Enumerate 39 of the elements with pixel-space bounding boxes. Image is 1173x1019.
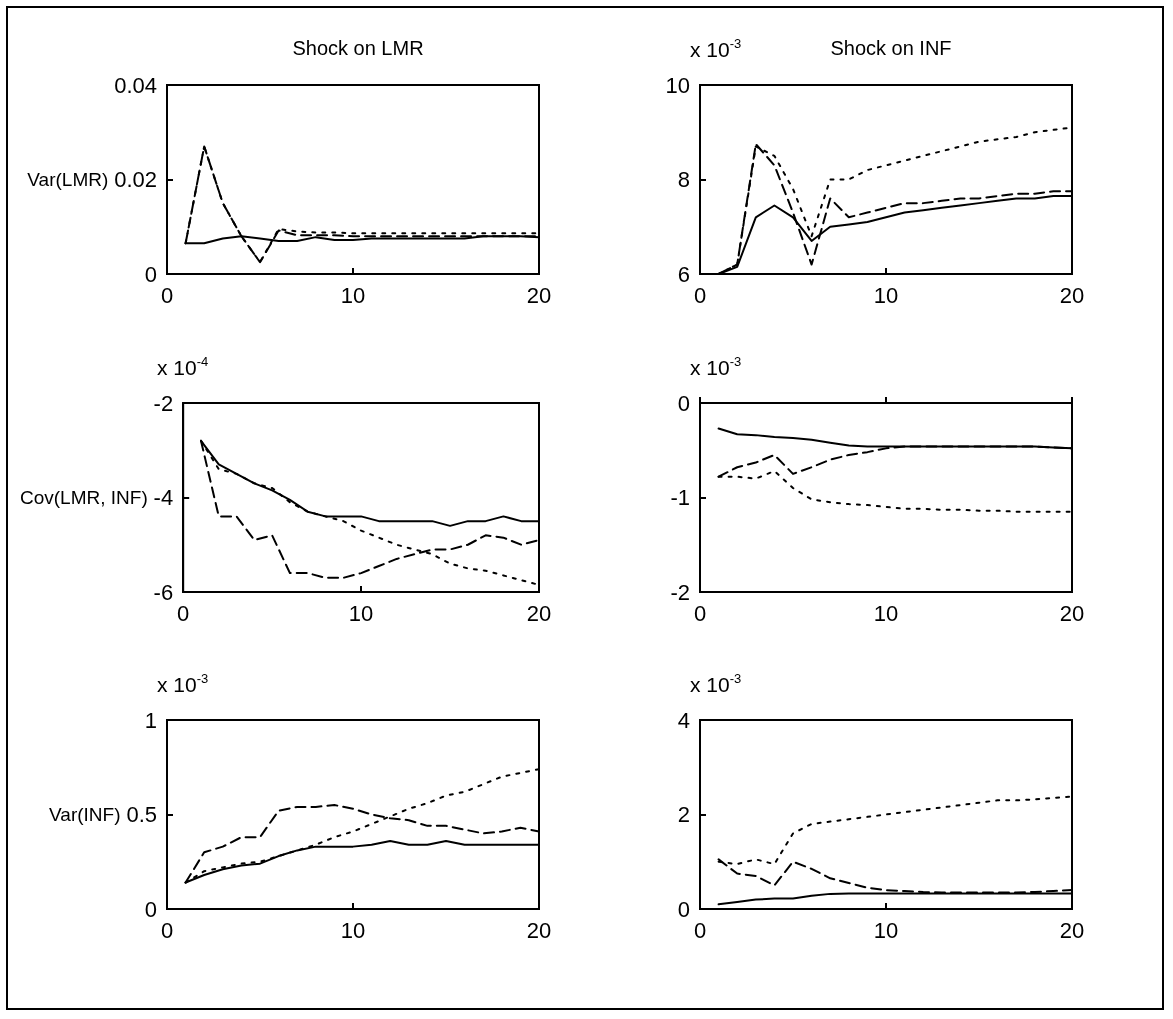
y-tick-label: 2 [677, 802, 690, 827]
y-tick-label: 0.04 [114, 72, 157, 98]
y-tick-label: 10 [665, 72, 690, 98]
y-tick-label: 4 [677, 707, 690, 733]
x-tick-label: 20 [526, 282, 552, 308]
x-tick-label: 20 [1059, 917, 1085, 943]
y-tick-label: -4 [153, 485, 174, 510]
chart-title: Shock on LMR [292, 37, 424, 59]
x-tick-label: 20 [1059, 600, 1085, 626]
x-tick-label: 10 [873, 917, 899, 943]
x-tick-label: 20 [526, 917, 552, 943]
y-axis-title: Cov(LMR, INF) [19, 487, 148, 508]
y-tick-label: 8 [677, 167, 690, 192]
x-tick-label: 10 [340, 282, 366, 308]
y-tick-label: -2 [670, 579, 690, 605]
y-tick-label: -1 [670, 485, 690, 510]
y-tick-label: -2 [153, 390, 174, 416]
y-tick-label: 1 [144, 707, 157, 733]
y-tick-label: 0.5 [126, 802, 157, 827]
y-tick-label: 6 [677, 261, 690, 287]
y-axis-title: Var(INF) [49, 804, 121, 825]
x-tick-label: 10 [873, 600, 899, 626]
x-tick-label: 0 [693, 917, 707, 943]
y-axis-title: Var(LMR) [27, 169, 109, 190]
x-tick-label: 10 [348, 600, 374, 626]
x-tick-label: 0 [693, 282, 707, 308]
x-tick-label: 10 [340, 917, 366, 943]
x-tick-label: 20 [1059, 282, 1085, 308]
x-tick-label: 0 [693, 600, 707, 626]
y-tick-label: 0 [677, 896, 690, 922]
y-tick-label: 0 [677, 390, 690, 416]
x-tick-label: 20 [526, 600, 552, 626]
chart-title: Shock on INF [830, 37, 952, 59]
y-tick-label: 0 [144, 261, 157, 287]
x-tick-label: 0 [177, 600, 190, 626]
y-tick-label: -6 [153, 579, 174, 605]
x-tick-label: 10 [873, 282, 899, 308]
y-tick-label: 0 [144, 896, 157, 922]
y-tick-label: 0.02 [114, 167, 157, 192]
